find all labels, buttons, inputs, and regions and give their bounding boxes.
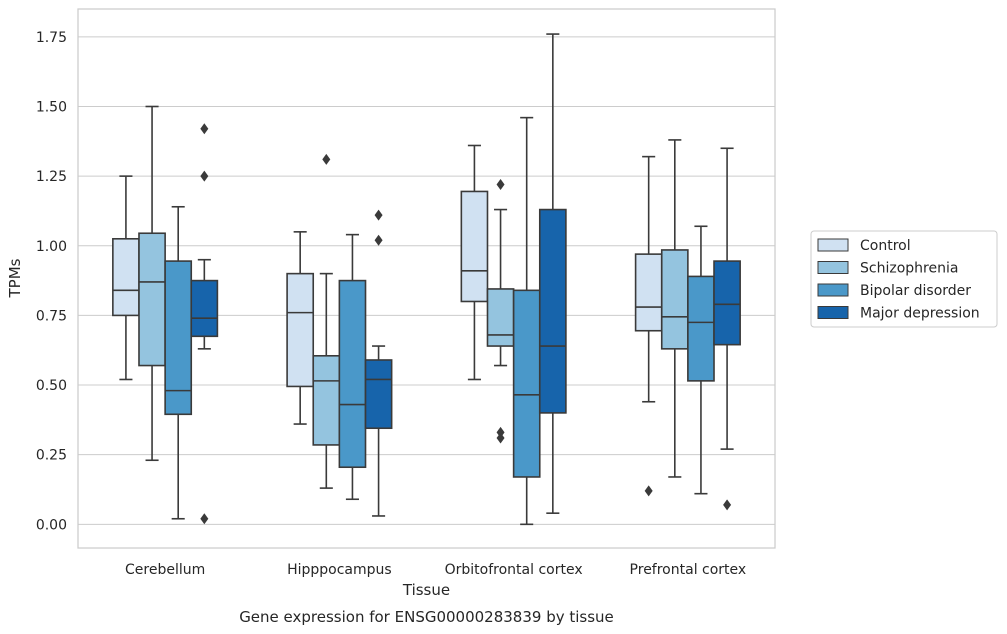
outlier-point xyxy=(644,485,653,497)
box-body xyxy=(312,354,341,446)
x-tick-label: Orbitofrontal cortex xyxy=(445,562,583,578)
box-body xyxy=(538,208,567,414)
y-tick-label: 0.50 xyxy=(36,378,67,394)
plot-area xyxy=(77,8,776,549)
box-body xyxy=(512,289,541,478)
outlier-point xyxy=(723,499,732,511)
box-body xyxy=(687,275,715,382)
box-body xyxy=(364,359,393,430)
box-body xyxy=(138,232,166,367)
legend-frame xyxy=(810,230,998,328)
x-tick-label: Cerebellum xyxy=(125,562,205,578)
box-body xyxy=(660,249,689,350)
legend-label: Bipolar disorder xyxy=(860,283,971,299)
y-tick-label: 1.00 xyxy=(36,239,67,255)
legend-swatch xyxy=(817,261,849,274)
legend-swatch xyxy=(817,238,849,252)
y-tick-label: 1.25 xyxy=(36,169,67,185)
outlier-point xyxy=(200,513,209,525)
box-body xyxy=(486,288,515,347)
box-body xyxy=(634,253,663,332)
x-axis-label: Tissue xyxy=(402,581,450,599)
box-body xyxy=(338,279,367,469)
x-axis-ticks: Cerebellum Hipppocampus Orbitofrontal cort… xyxy=(125,562,746,578)
x-tick-label: Hipppocampus xyxy=(287,562,392,578)
box-0-1 xyxy=(138,105,166,462)
y-tick-label: 0.00 xyxy=(36,517,67,533)
box-0-3 xyxy=(190,123,219,525)
outlier-point xyxy=(496,178,505,190)
y-tick-label: 0.75 xyxy=(36,308,67,324)
box-body xyxy=(713,260,741,346)
y-tick-label: 1.75 xyxy=(36,30,67,46)
box-3-0 xyxy=(634,155,663,497)
y-axis-ticks: 0.00 0.25 0.50 0.75 1.00 1.25 1.50 1.75 xyxy=(36,30,67,533)
box-1-0 xyxy=(286,231,315,425)
outlier-point xyxy=(200,123,209,135)
legend-swatch xyxy=(817,306,849,319)
box-2-2 xyxy=(512,116,541,526)
boxes xyxy=(112,33,741,526)
box-body xyxy=(286,272,315,388)
x-tick-label: Prefrontal cortex xyxy=(630,562,747,578)
y-axis-label: TPMs xyxy=(6,258,24,298)
box-2-0 xyxy=(460,144,489,381)
outlier-point xyxy=(374,234,383,246)
box-body xyxy=(112,238,140,317)
box-3-1 xyxy=(660,139,689,478)
box-0-2 xyxy=(164,205,193,520)
outlier-point xyxy=(496,426,505,438)
y-tick-label: 0.25 xyxy=(36,448,67,464)
box-body xyxy=(460,190,489,303)
legend: Control Schizophrenia Bipolar disorder Majo… xyxy=(810,230,998,328)
outlier-point xyxy=(322,153,331,165)
outlier-point xyxy=(200,170,209,182)
box-1-3 xyxy=(364,209,393,517)
legend-label: Schizophrenia xyxy=(860,261,958,277)
box-2-3 xyxy=(538,33,567,514)
legend-label: Major depression xyxy=(860,306,980,322)
box-3-2 xyxy=(687,225,715,495)
chart-caption: Gene expression for ENSG00000283839 by t… xyxy=(239,608,614,626)
y-tick-label: 1.50 xyxy=(36,99,67,115)
outlier-point xyxy=(496,432,505,444)
box-body xyxy=(164,260,193,416)
legend-label: Control xyxy=(860,238,911,254)
box-2-1 xyxy=(486,178,515,444)
box-body xyxy=(190,279,219,338)
box-0-0 xyxy=(112,175,140,381)
box-3-3 xyxy=(713,147,741,511)
legend-swatch xyxy=(817,283,849,297)
box-1-2 xyxy=(338,233,367,501)
outlier-point xyxy=(374,209,383,221)
